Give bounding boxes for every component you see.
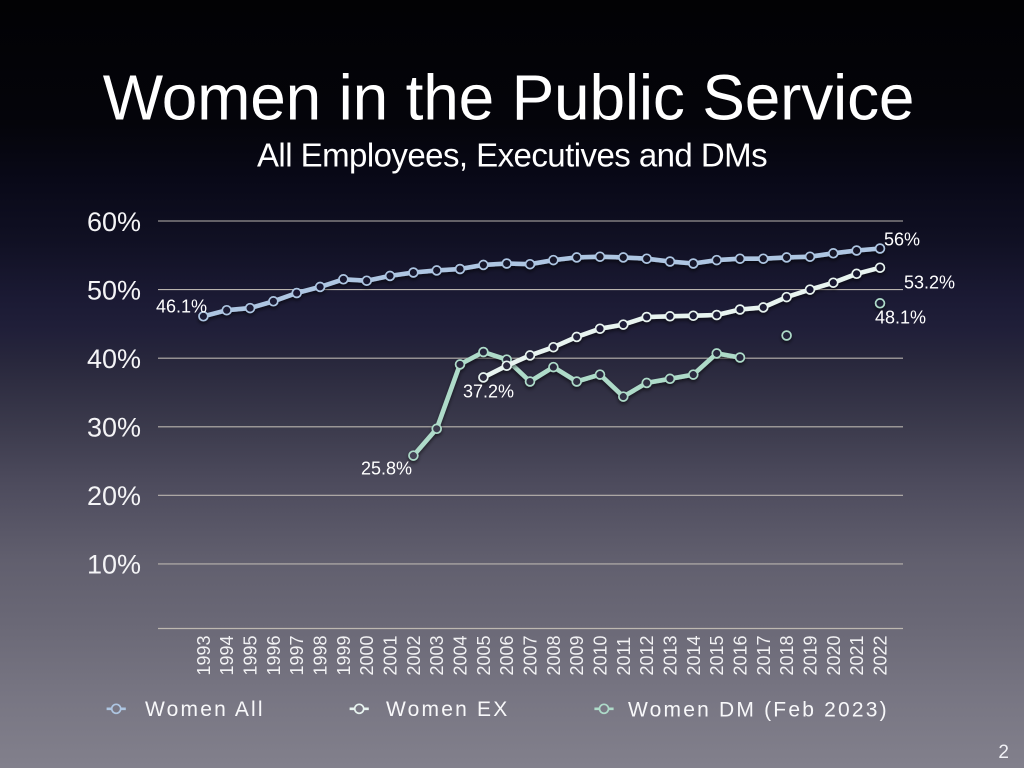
svg-text:10%: 10% xyxy=(87,550,141,580)
svg-text:2014: 2014 xyxy=(684,635,704,675)
svg-text:2021: 2021 xyxy=(847,635,867,675)
svg-text:2: 2 xyxy=(998,742,1009,763)
svg-text:2017: 2017 xyxy=(754,635,774,675)
svg-text:48.1%: 48.1% xyxy=(875,308,926,328)
svg-text:20%: 20% xyxy=(87,481,141,511)
svg-text:2016: 2016 xyxy=(731,635,751,675)
svg-text:2015: 2015 xyxy=(707,635,727,675)
svg-text:56%: 56% xyxy=(884,230,920,250)
svg-text:2022: 2022 xyxy=(871,635,891,675)
svg-text:Women EX: Women EX xyxy=(386,698,509,721)
svg-text:53.2%: 53.2% xyxy=(904,273,955,293)
svg-text:25.8%: 25.8% xyxy=(361,459,412,479)
svg-text:2012: 2012 xyxy=(637,635,657,675)
svg-text:2011: 2011 xyxy=(614,637,634,676)
svg-text:2009: 2009 xyxy=(567,635,587,675)
svg-text:2000: 2000 xyxy=(357,635,377,675)
svg-text:2003: 2003 xyxy=(427,635,447,675)
svg-text:1999: 1999 xyxy=(334,635,354,675)
svg-text:1998: 1998 xyxy=(311,635,331,675)
svg-text:40%: 40% xyxy=(87,344,141,374)
svg-text:Women DM (Feb 2023): Women DM (Feb 2023) xyxy=(628,699,889,722)
svg-text:1994: 1994 xyxy=(217,635,237,675)
svg-text:2005: 2005 xyxy=(474,635,494,675)
svg-text:50%: 50% xyxy=(87,275,141,305)
svg-text:2007: 2007 xyxy=(521,635,541,675)
svg-text:60%: 60% xyxy=(87,207,141,237)
svg-text:46.1%: 46.1% xyxy=(156,297,207,317)
svg-text:2008: 2008 xyxy=(544,635,564,675)
svg-text:2006: 2006 xyxy=(497,635,517,675)
svg-text:Women All: Women All xyxy=(145,698,265,721)
svg-text:1997: 1997 xyxy=(287,635,307,675)
svg-text:2018: 2018 xyxy=(777,635,797,675)
svg-text:2019: 2019 xyxy=(801,635,821,675)
svg-text:2020: 2020 xyxy=(824,635,844,675)
svg-text:2010: 2010 xyxy=(591,635,611,675)
svg-text:2002: 2002 xyxy=(404,635,424,675)
svg-text:All Employees, Executives and: All Employees, Executives and DMs xyxy=(257,137,767,174)
svg-text:1995: 1995 xyxy=(241,635,261,675)
svg-text:1996: 1996 xyxy=(264,635,284,675)
svg-text:2013: 2013 xyxy=(661,635,681,675)
svg-text:2004: 2004 xyxy=(451,635,471,675)
svg-text:30%: 30% xyxy=(87,413,141,443)
svg-text:1993: 1993 xyxy=(194,635,214,675)
svg-text:Women in the Public Service: Women in the Public Service xyxy=(103,62,915,134)
svg-text:37.2%: 37.2% xyxy=(463,381,514,401)
svg-text:2001: 2001 xyxy=(381,635,401,675)
